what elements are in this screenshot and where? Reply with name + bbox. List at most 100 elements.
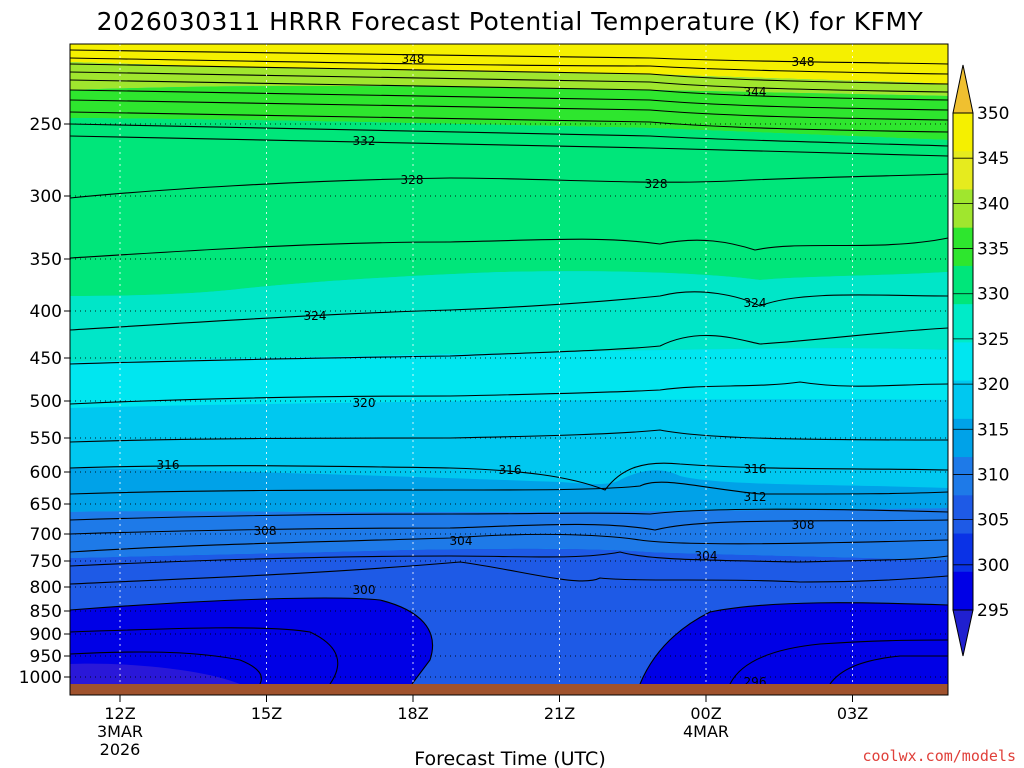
y-tick-label: 800 xyxy=(30,578,62,598)
y-tick-label: 600 xyxy=(30,463,62,483)
fill-band-violet xyxy=(70,663,240,684)
x-tick-label: 12Z xyxy=(104,704,135,723)
colorbar-bin xyxy=(953,571,973,611)
colorbar-bin xyxy=(953,533,973,573)
y-tick-label: 750 xyxy=(30,552,62,572)
colorbar-label: 300 xyxy=(977,556,1009,576)
contour-line xyxy=(69,63,949,85)
contour-line xyxy=(69,99,949,121)
contour-label: 320 xyxy=(353,396,376,410)
y-axis: 250 300 350 400 450 500 550 600 650 700 750 800 850 9… xyxy=(19,115,70,688)
fill-band-deepblue-right xyxy=(640,602,948,684)
fill-band-blue xyxy=(70,508,948,560)
contour-label: 348 xyxy=(402,52,425,66)
ground-strip xyxy=(70,684,948,695)
colorbar-bin xyxy=(953,113,973,152)
colorbar-label: 310 xyxy=(977,465,1009,485)
colorbar-bin xyxy=(953,189,973,229)
contour-label: 304 xyxy=(695,549,718,563)
x-tick-label: 15Z xyxy=(251,704,282,723)
x-tick-label: 00Z xyxy=(690,704,721,723)
colorbar-bin xyxy=(953,304,973,343)
contour-label: 300 xyxy=(353,583,376,597)
contour-line xyxy=(69,651,262,685)
x-axis-label: Forecast Time (UTC) xyxy=(414,748,605,768)
colorbar-label: 345 xyxy=(977,149,1009,169)
colorbar-label: 315 xyxy=(977,420,1009,440)
contour-line xyxy=(69,71,949,93)
contour-line xyxy=(69,79,949,101)
colorbar: 295 300 305 310 315 320 325 330 335 340 345 350 xyxy=(952,64,1009,657)
contour-line xyxy=(69,508,949,521)
contour-label: 324 xyxy=(304,309,327,323)
contour-line xyxy=(69,429,949,443)
contour-line xyxy=(69,237,949,259)
colorbar-bin xyxy=(953,495,973,535)
plot-border xyxy=(69,43,949,696)
x-tick-label: 03Z xyxy=(837,704,868,723)
credit-text: coolwx.com/models xyxy=(862,747,1016,765)
y-tick-label: 400 xyxy=(30,302,62,322)
x-tick-label: 18Z xyxy=(397,704,428,723)
colorbar-label: 330 xyxy=(977,285,1009,305)
colorbar-over-triangle xyxy=(952,64,974,114)
contour-line xyxy=(69,327,949,365)
y-tick-label: 850 xyxy=(30,602,62,622)
colorbar-label: 295 xyxy=(977,601,1009,621)
colorbar-bin xyxy=(953,342,973,382)
fill-band-cyan xyxy=(70,348,948,408)
contour-label: 308 xyxy=(254,524,277,538)
contour-label: 328 xyxy=(645,177,668,191)
grid-lines xyxy=(70,44,948,684)
fill-band-yellow xyxy=(70,44,948,84)
y-tick-label: 250 xyxy=(30,115,62,135)
contour-label: 328 xyxy=(401,173,424,187)
contour-line xyxy=(69,89,949,111)
contour-label: 316 xyxy=(499,463,522,477)
y-tick-label: 900 xyxy=(30,625,62,645)
y-tick-label: 300 xyxy=(30,187,62,207)
contour-label: 344 xyxy=(744,85,767,99)
fill-band-green xyxy=(70,118,948,296)
contour-label: 312 xyxy=(744,490,767,504)
y-tick-label: 500 xyxy=(30,392,62,412)
contour-label: 324 xyxy=(744,296,767,310)
x-tick-sublabel: 3MAR xyxy=(97,722,143,741)
colorbar-bin xyxy=(953,227,973,267)
contour-line xyxy=(69,627,339,685)
colorbar-label: 305 xyxy=(977,511,1009,531)
contour-line xyxy=(69,481,949,495)
colorbar-bin xyxy=(953,380,973,420)
colorbar-label: 335 xyxy=(977,240,1009,260)
colorbar-bin xyxy=(953,457,973,496)
y-tick-label: 550 xyxy=(30,429,62,449)
contour-label: 304 xyxy=(450,534,473,548)
contour-label: 348 xyxy=(792,55,815,69)
colorbar-bin xyxy=(953,151,973,190)
y-tick-label: 350 xyxy=(30,250,62,270)
colorbar-bin xyxy=(953,265,973,305)
y-tick-label: 950 xyxy=(30,647,62,667)
contour-line xyxy=(639,602,949,685)
contour-line xyxy=(69,381,949,405)
contour-line xyxy=(69,551,949,567)
colorbar-bin xyxy=(953,418,973,458)
contour-line xyxy=(69,519,949,535)
contour-label: 332 xyxy=(353,134,376,148)
x-tick-sublabel: 4MAR xyxy=(683,722,729,741)
contour-label: 316 xyxy=(157,458,180,472)
contour-line xyxy=(69,49,949,65)
y-tick-label: 700 xyxy=(30,525,62,545)
contour-label: 316 xyxy=(744,462,767,476)
fill-band-yellowgreen xyxy=(70,62,948,96)
contour-label: 308 xyxy=(792,518,815,532)
colorbar-label: 350 xyxy=(977,104,1009,124)
contour-line xyxy=(69,173,949,199)
y-tick-label: 1000 xyxy=(19,668,62,688)
colorbar-under-triangle xyxy=(952,609,974,657)
y-tick-label: 650 xyxy=(30,495,62,515)
contour-line xyxy=(69,291,949,331)
y-tick-label: 450 xyxy=(30,349,62,369)
